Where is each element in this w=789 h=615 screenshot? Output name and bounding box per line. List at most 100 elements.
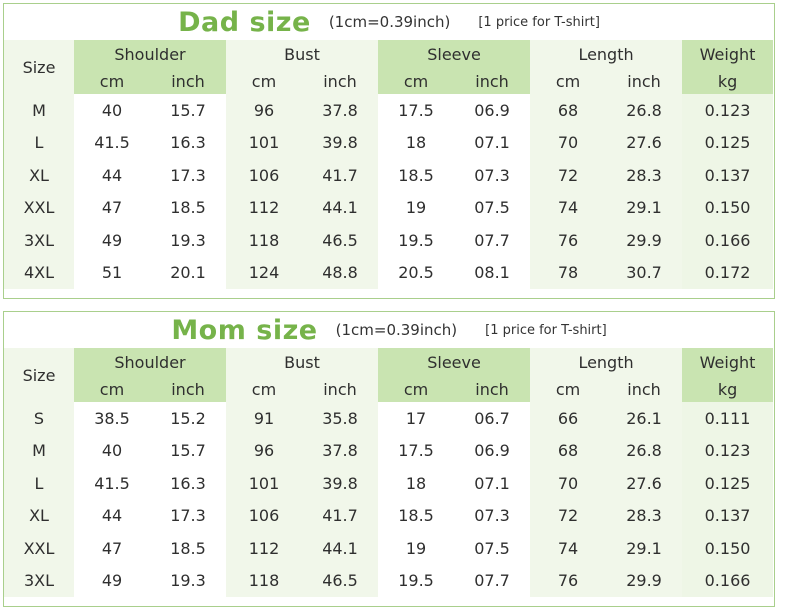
weight-kg-cell: 0.150 <box>682 532 774 565</box>
length-cm-cell: 76 <box>530 564 607 597</box>
table-row: M 40 15.7 96 37.8 17.5 06.9 68 26.8 0.123 <box>4 434 774 467</box>
length-inch-cell: 30.7 <box>606 256 683 289</box>
mom-conversion-note: (1cm=0.39inch) <box>335 321 458 339</box>
size-cell: XXL <box>4 532 74 565</box>
sleeve-cm-cell: 18 <box>378 467 455 500</box>
mom-price-note: [1 price for T-shirt] <box>485 322 607 338</box>
shoulder-inch-cell: 17.3 <box>150 499 226 532</box>
table-row: L 41.5 16.3 101 39.8 18 07.1 70 27.6 0.125 <box>4 467 774 500</box>
sleeve-inch-cell: 08.1 <box>454 256 531 289</box>
table-row: XL 44 17.3 106 41.7 18.5 07.3 72 28.3 0.137 <box>4 159 774 192</box>
shoulder-inch-cell: 15.7 <box>150 434 226 467</box>
size-cell: 3XL <box>4 224 74 257</box>
mom-unit-header: cm <box>74 376 150 402</box>
length-cm-cell: 68 <box>530 434 607 467</box>
weight-kg-cell: 0.123 <box>682 434 774 467</box>
dad-unit-header: inch <box>302 68 379 94</box>
dad-size-title: Dad size <box>178 6 311 38</box>
size-cell: M <box>4 434 74 467</box>
bust-cm-cell: 91 <box>226 402 302 435</box>
size-cell: L <box>4 126 74 159</box>
bust-cm-cell: 118 <box>226 224 302 257</box>
bust-inch-cell: 39.8 <box>302 126 379 159</box>
mom-unit-header: cm <box>226 376 302 402</box>
mom-weight-header: Weight <box>682 348 774 376</box>
dad-size-table-body: Size Shoulder Bust Sleeve Length Weight … <box>4 40 774 289</box>
dad-header-row-units: cm inch cm inch cm inch cm inch kg <box>4 68 774 94</box>
length-cm-cell: 74 <box>530 532 607 565</box>
sleeve-inch-cell: 07.3 <box>454 159 531 192</box>
bust-inch-cell: 46.5 <box>302 564 379 597</box>
bust-cm-cell: 124 <box>226 256 302 289</box>
length-inch-cell: 26.1 <box>606 402 683 435</box>
shoulder-cm-cell: 49 <box>74 564 150 597</box>
shoulder-inch-cell: 20.1 <box>150 256 226 289</box>
shoulder-cm-cell: 41.5 <box>74 126 150 159</box>
table-row: 4XL 51 20.1 124 48.8 20.5 08.1 78 30.7 0.172 <box>4 256 774 289</box>
size-cell: XL <box>4 499 74 532</box>
sleeve-inch-cell: 06.9 <box>454 434 531 467</box>
sleeve-cm-cell: 17.5 <box>378 434 455 467</box>
length-cm-cell: 70 <box>530 467 607 500</box>
shoulder-cm-cell: 49 <box>74 224 150 257</box>
sleeve-cm-cell: 18.5 <box>378 159 455 192</box>
length-cm-cell: 78 <box>530 256 607 289</box>
shoulder-cm-cell: 44 <box>74 159 150 192</box>
bust-inch-cell: 41.7 <box>302 499 379 532</box>
bust-cm-cell: 118 <box>226 564 302 597</box>
sleeve-inch-cell: 07.5 <box>454 532 531 565</box>
bust-cm-cell: 96 <box>226 434 302 467</box>
shoulder-cm-cell: 47 <box>74 191 150 224</box>
dad-unit-header: kg <box>682 68 774 94</box>
sleeve-cm-cell: 18.5 <box>378 499 455 532</box>
mom-bust-header: Bust <box>226 348 379 376</box>
sleeve-cm-cell: 19 <box>378 532 455 565</box>
mom-title-row: Mom size (1cm=0.39inch) [1 price for T-s… <box>4 312 774 348</box>
shoulder-cm-cell: 51 <box>74 256 150 289</box>
bust-inch-cell: 39.8 <box>302 467 379 500</box>
bust-inch-cell: 44.1 <box>302 191 379 224</box>
weight-kg-cell: 0.172 <box>682 256 774 289</box>
size-cell: 3XL <box>4 564 74 597</box>
sleeve-cm-cell: 17 <box>378 402 455 435</box>
length-inch-cell: 29.9 <box>606 564 683 597</box>
weight-kg-cell: 0.166 <box>682 564 774 597</box>
mom-size-title: Mom size <box>171 314 318 346</box>
shoulder-cm-cell: 40 <box>74 94 150 127</box>
dad-unit-header: cm <box>226 68 302 94</box>
bust-inch-cell: 41.7 <box>302 159 379 192</box>
dad-size-table: Size Shoulder Bust Sleeve Length Weight … <box>4 40 774 289</box>
sleeve-cm-cell: 19.5 <box>378 224 455 257</box>
length-inch-cell: 28.3 <box>606 499 683 532</box>
mom-size-panel: Mom size (1cm=0.39inch) [1 price for T-s… <box>3 311 775 607</box>
shoulder-cm-cell: 38.5 <box>74 402 150 435</box>
length-inch-cell: 27.6 <box>606 467 683 500</box>
bust-inch-cell: 35.8 <box>302 402 379 435</box>
shoulder-inch-cell: 19.3 <box>150 224 226 257</box>
mom-unit-header: inch <box>606 376 683 402</box>
weight-kg-cell: 0.137 <box>682 159 774 192</box>
sleeve-inch-cell: 07.5 <box>454 191 531 224</box>
dad-weight-header: Weight <box>682 40 774 68</box>
mom-unit-header: cm <box>378 376 455 402</box>
sleeve-cm-cell: 20.5 <box>378 256 455 289</box>
table-row: 3XL 49 19.3 118 46.5 19.5 07.7 76 29.9 0.166 <box>4 224 774 257</box>
length-inch-cell: 29.9 <box>606 224 683 257</box>
length-inch-cell: 26.8 <box>606 94 683 127</box>
shoulder-inch-cell: 16.3 <box>150 467 226 500</box>
weight-kg-cell: 0.150 <box>682 191 774 224</box>
mom-shoulder-header: Shoulder <box>74 348 226 376</box>
bust-inch-cell: 44.1 <box>302 532 379 565</box>
shoulder-cm-cell: 47 <box>74 532 150 565</box>
bust-cm-cell: 101 <box>226 126 302 159</box>
shoulder-inch-cell: 17.3 <box>150 159 226 192</box>
sleeve-cm-cell: 17.5 <box>378 94 455 127</box>
sleeve-inch-cell: 07.3 <box>454 499 531 532</box>
dad-title-row: Dad size (1cm=0.39inch) [1 price for T-s… <box>4 4 774 40</box>
table-row: XL 44 17.3 106 41.7 18.5 07.3 72 28.3 0.137 <box>4 499 774 532</box>
bust-cm-cell: 101 <box>226 467 302 500</box>
table-row: M 40 15.7 96 37.8 17.5 06.9 68 26.8 0.123 <box>4 94 774 127</box>
table-row: XXL 47 18.5 112 44.1 19 07.5 74 29.1 0.150 <box>4 532 774 565</box>
dad-unit-header: cm <box>530 68 607 94</box>
weight-kg-cell: 0.125 <box>682 126 774 159</box>
